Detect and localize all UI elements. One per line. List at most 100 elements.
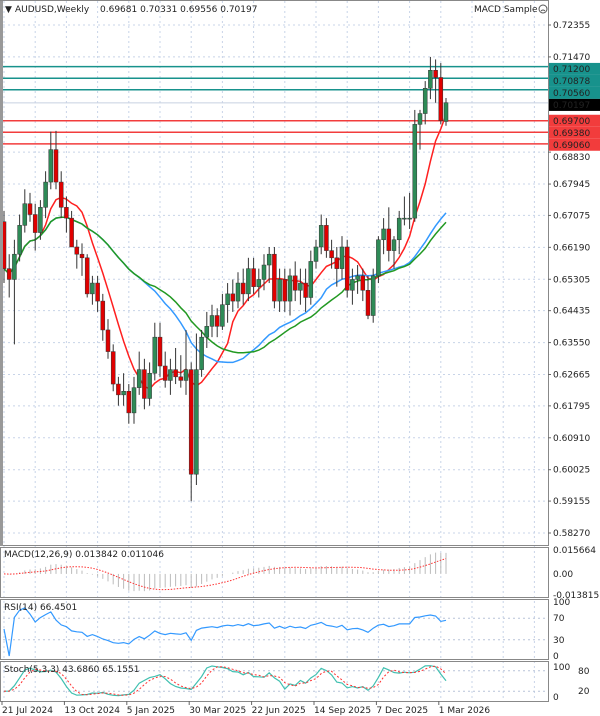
candle-bear xyxy=(32,214,38,233)
candle-bear xyxy=(360,275,366,291)
candle-bull xyxy=(22,203,28,226)
support-level-label: 0.69700 xyxy=(553,117,590,127)
candle-bull xyxy=(152,336,158,374)
candle-bull xyxy=(131,387,137,414)
price-levels xyxy=(3,65,548,145)
candle-bull xyxy=(209,315,215,327)
price-axis[interactable]: 0.72355 0.71470 0.71200 0.70878 0.70560 0.701… xyxy=(548,21,600,703)
candle-bull xyxy=(287,275,293,302)
candle-bull xyxy=(318,225,324,248)
candle-bull xyxy=(12,253,17,280)
candle-bull xyxy=(194,369,199,475)
price-tick-label: 0.67945 xyxy=(553,180,590,190)
current-price-tag xyxy=(549,98,600,111)
candle-bear xyxy=(58,181,64,208)
time-tick-label: 13 Oct 2024 xyxy=(64,706,120,716)
candle-bull xyxy=(38,207,43,233)
macd-tick-label: 0.00 xyxy=(553,570,573,580)
time-tick-label: 7 Dec 2025 xyxy=(376,706,428,716)
candle-bull xyxy=(428,70,433,89)
stoch-tick-label: 100 xyxy=(553,663,570,673)
candle-bull xyxy=(376,239,381,277)
resistance-level-label: 0.70560 xyxy=(553,89,590,99)
macd-title: MACD(12,26,9) 0.013842 0.011046 xyxy=(4,550,164,560)
candle-bull xyxy=(136,369,142,388)
candle-bull xyxy=(199,336,204,370)
candle-bull xyxy=(417,113,423,125)
candle-bear xyxy=(386,228,392,251)
candle-bear xyxy=(433,70,438,78)
candle-bear xyxy=(272,253,277,302)
resistance-level-tag xyxy=(549,62,600,75)
candle-bear xyxy=(334,257,340,269)
price-tick-label: 0.58270 xyxy=(553,529,590,539)
price-tick-label: 0.65305 xyxy=(553,275,590,285)
support-level-tag xyxy=(549,126,600,139)
candle-bull xyxy=(298,282,303,291)
support-level-tag xyxy=(549,138,600,151)
candle-bull xyxy=(183,369,189,381)
candle-bull xyxy=(402,217,407,220)
candle-bull xyxy=(147,372,152,399)
price-tick-label: 0.64435 xyxy=(553,307,590,317)
candle-bull xyxy=(381,228,386,241)
support-level-label: 0.69060 xyxy=(553,141,590,151)
candle-bear xyxy=(126,391,132,414)
candle-bull xyxy=(48,149,54,183)
price-tick-label: 0.68830 xyxy=(553,153,590,163)
collapse-arrow-icon[interactable]: ▼ xyxy=(5,5,12,15)
stoch-tick-label: 80 xyxy=(578,667,590,677)
price-tick-label: 0.62665 xyxy=(553,370,590,380)
candle-bull xyxy=(350,279,355,291)
grid xyxy=(3,1,548,701)
candle-bear xyxy=(282,279,288,302)
candle-bull xyxy=(339,246,345,269)
candle-bear xyxy=(214,315,220,327)
current-price-label: 0.70197 xyxy=(553,101,590,111)
candle-bull xyxy=(277,279,282,302)
rsi-tick-label: 30 xyxy=(553,636,565,646)
candle-bull xyxy=(261,264,267,280)
candle-bear xyxy=(105,329,111,352)
price-tick-label: 0.60910 xyxy=(553,434,590,444)
rsi-tick-label: 100 xyxy=(553,598,570,608)
candle-bear xyxy=(240,282,246,295)
price-tick-label: 0.60025 xyxy=(553,466,590,476)
price-tick-label: 0.61795 xyxy=(553,402,590,412)
candle-bear xyxy=(438,77,444,122)
resistance-level-tag xyxy=(549,86,600,99)
indicators xyxy=(3,552,447,697)
candle-bear xyxy=(324,225,329,251)
rsi-tick-label: 70 xyxy=(553,614,565,624)
candle-bear xyxy=(162,365,168,381)
candle-bull xyxy=(235,282,241,302)
candle-bear xyxy=(53,149,59,183)
time-tick-label: 14 Sep 2025 xyxy=(314,706,371,716)
macd-tick-label: -0.013815 xyxy=(553,591,599,601)
price-tick-label: 0.59155 xyxy=(553,497,590,507)
candle-bull xyxy=(407,217,412,220)
candle-bull xyxy=(121,391,126,396)
candle-bear xyxy=(116,383,121,396)
candle-bull xyxy=(412,124,418,219)
resistance-level-label: 0.71200 xyxy=(553,65,590,75)
candle-bull xyxy=(204,326,210,338)
candle-bear xyxy=(27,203,33,215)
candle-bear xyxy=(173,369,178,378)
time-tick-label: 30 Mar 2025 xyxy=(189,706,246,716)
candle-bull xyxy=(90,282,95,295)
candle-bear xyxy=(142,369,147,399)
candle-bull xyxy=(308,261,314,298)
price-tick-label: 0.67075 xyxy=(553,211,590,221)
price-tick-label: 0.71470 xyxy=(553,53,590,63)
ohlc-readout: 0.69681 0.70331 0.69556 0.70197 xyxy=(100,5,257,15)
stoch-title: Stoch(5,3,3) 43.6860 65.1551 xyxy=(4,665,139,675)
time-axis[interactable]: 21 Jul 2024 13 Oct 2024 5 Jan 2025 30 Mar 2… xyxy=(1,701,490,716)
candle-bull xyxy=(220,304,225,327)
frown-face-icon[interactable] xyxy=(538,4,548,14)
candle-bull xyxy=(17,225,22,255)
candle-bear xyxy=(100,300,106,331)
panel-frames xyxy=(0,0,549,702)
candle-bear xyxy=(230,293,236,302)
